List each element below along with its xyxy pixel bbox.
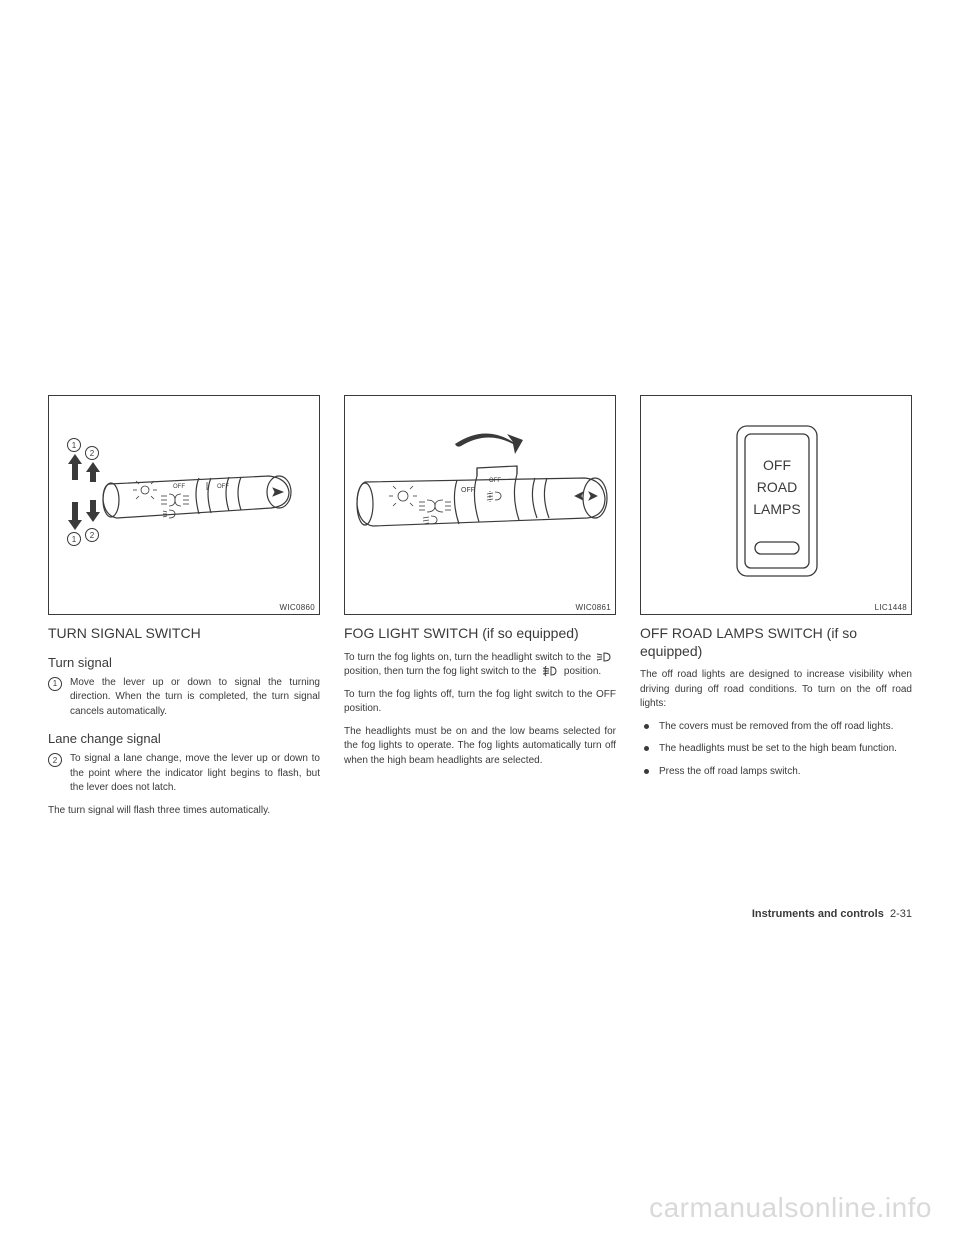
footer-page: 2-31 xyxy=(890,908,912,920)
switch-line-1: OFF xyxy=(763,457,791,473)
figure-off-road: OFF ROAD LAMPS LIC1448 xyxy=(640,395,912,615)
switch-line-3: LAMPS xyxy=(753,501,800,517)
bullet-icon xyxy=(644,746,649,751)
column-3: OFF ROAD LAMPS LIC1448 OFF ROAD LAMPS SW… xyxy=(640,395,912,826)
bullet-3-text: Press the off road lamps switch. xyxy=(659,765,912,780)
bullet-icon xyxy=(644,724,649,729)
bullet-1-text: The covers must be removed from the off … xyxy=(659,720,912,735)
bullet-2-text: The headlights must be set to the high b… xyxy=(659,742,912,757)
off-label-1: OFF xyxy=(173,484,185,490)
lever-svg: OFF OFF xyxy=(49,396,321,616)
item-2-text: To signal a lane change, move the lever … xyxy=(70,752,320,796)
item-1: 1 Move the lever up or down to signal th… xyxy=(48,676,320,720)
item-1-badge: 1 xyxy=(48,677,62,691)
para-fog-1c: position. xyxy=(564,666,601,677)
figure-turn-signal: 1 2 1 2 xyxy=(48,395,320,615)
switch-line-2: ROAD xyxy=(757,479,797,495)
heading-fog-light: FOG LIGHT SWITCH (if so equipped) xyxy=(344,625,616,643)
off-label-2: OFF xyxy=(217,484,229,490)
footer: Instruments and controls 2-31 xyxy=(752,908,912,920)
column-2: OFF OFF WIC0861 FOG LIGHT SWITCH (if so … xyxy=(344,395,616,826)
column-1: 1 2 1 2 xyxy=(48,395,320,826)
figure-id: WIC0860 xyxy=(280,603,315,612)
heading-off-road: OFF ROAD LAMPS SWITCH (if so equipped) xyxy=(640,625,912,660)
heading-turn-signal: Turn signal xyxy=(48,655,320,670)
para-fog-2: To turn the fog lights off, turn the fog… xyxy=(344,688,616,717)
page-content: 1 2 1 2 xyxy=(48,395,912,826)
heading-lane-change: Lane change signal xyxy=(48,731,320,746)
para-fog-1a: To turn the fog lights on, turn the head… xyxy=(344,652,591,663)
fog-lever-svg: OFF OFF xyxy=(345,396,617,616)
item-2: 2 To signal a lane change, move the leve… xyxy=(48,752,320,796)
item-1-text: Move the lever up or down to signal the … xyxy=(70,676,320,720)
watermark: carmanualsonline.info xyxy=(649,1192,932,1224)
para-flash-three: The turn signal will flash three times a… xyxy=(48,804,320,819)
footer-section: Instruments and controls xyxy=(752,908,884,920)
figure-fog-light: OFF OFF WIC0861 xyxy=(344,395,616,615)
figure-id: WIC0861 xyxy=(576,603,611,612)
svg-text:OFF: OFF xyxy=(489,478,501,484)
para-fog-1b: position, then turn the fog light switch… xyxy=(344,666,536,677)
svg-text:OFF: OFF xyxy=(461,487,475,494)
figure-id: LIC1448 xyxy=(875,603,907,612)
bullet-icon xyxy=(644,769,649,774)
item-2-badge: 2 xyxy=(48,753,62,767)
headlight-icon xyxy=(596,652,614,662)
bullet-2: The headlights must be set to the high b… xyxy=(640,742,912,757)
off-road-switch-svg: OFF ROAD LAMPS xyxy=(641,396,913,616)
fog-icon xyxy=(541,665,559,677)
bullet-1: The covers must be removed from the off … xyxy=(640,720,912,735)
para-fog-1: To turn the fog lights on, turn the head… xyxy=(344,651,616,680)
heading-turn-signal-switch: TURN SIGNAL SWITCH xyxy=(48,625,320,643)
para-off-road-intro: The off road lights are designed to incr… xyxy=(640,668,912,712)
para-fog-3: The headlights must be on and the low be… xyxy=(344,725,616,769)
bullet-3: Press the off road lamps switch. xyxy=(640,765,912,780)
